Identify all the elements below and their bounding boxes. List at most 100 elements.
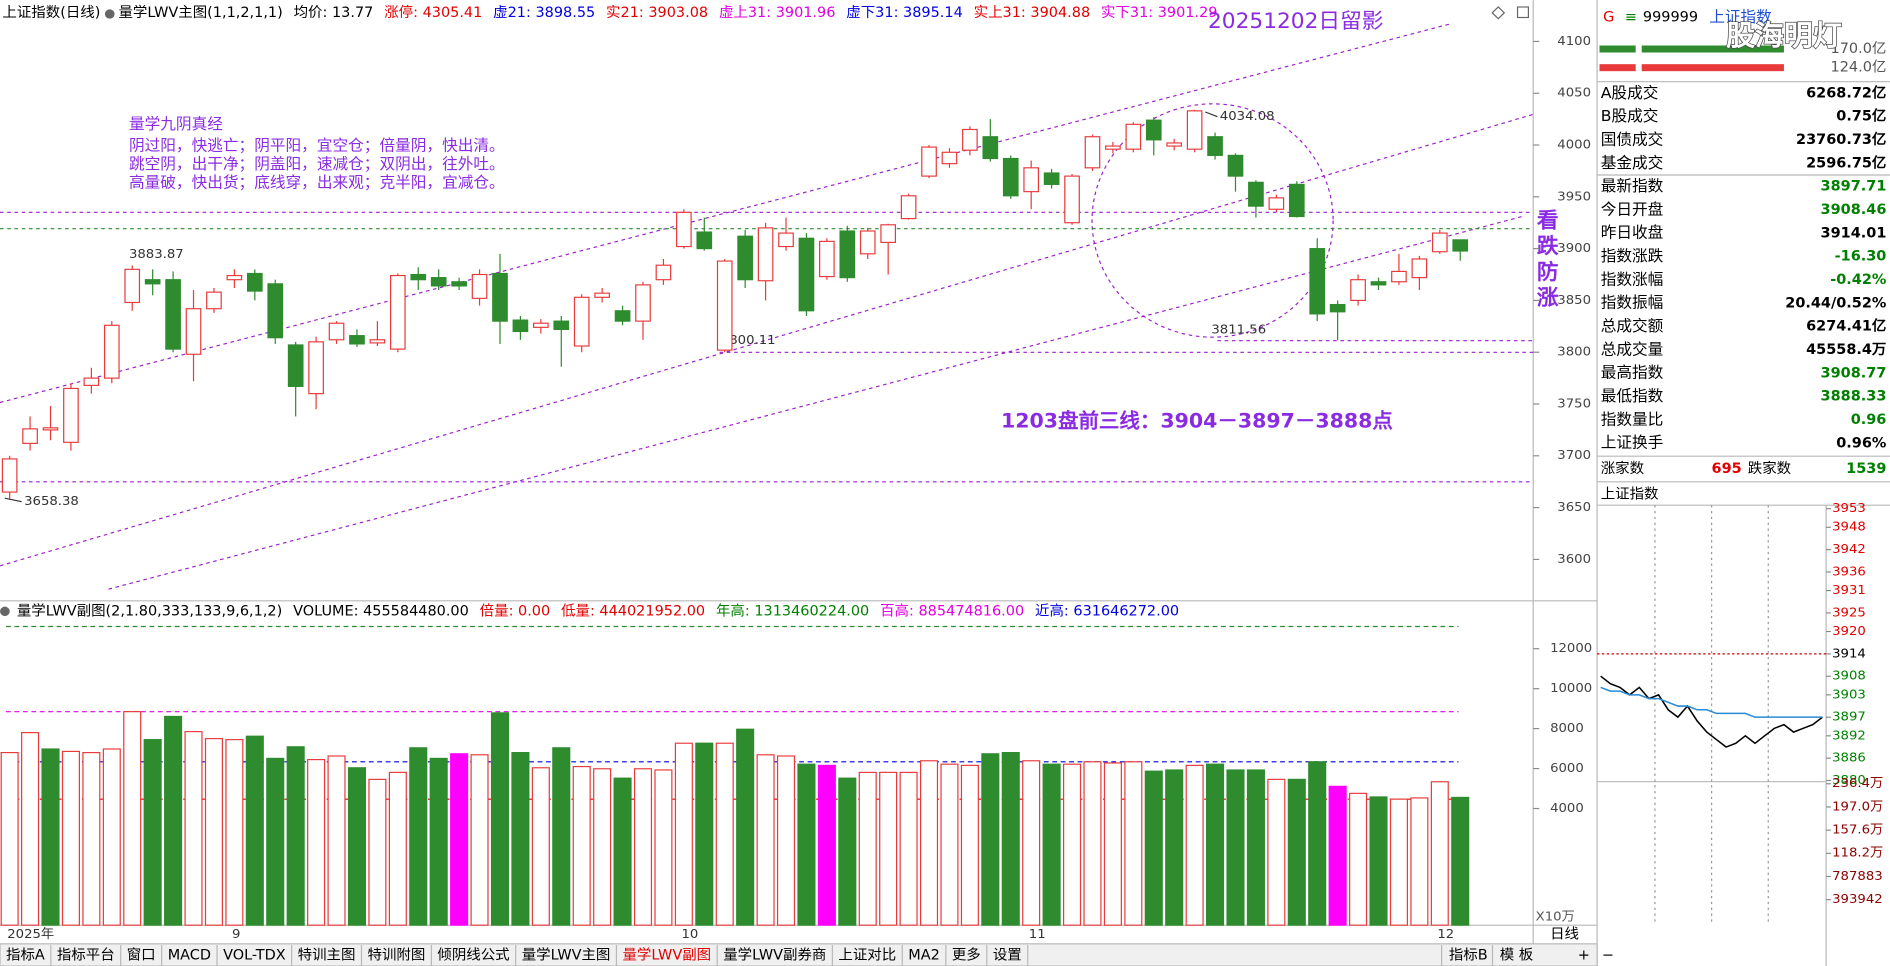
tab[interactable]: 上证对比 xyxy=(838,947,896,964)
candle-body xyxy=(982,136,999,160)
row-name: 最低指数 xyxy=(1601,387,1664,405)
header-item: 量学LWV主图(1,1,2,1,1) xyxy=(118,4,282,21)
icon[interactable] xyxy=(104,9,115,19)
candle-body xyxy=(859,230,876,255)
candle-body xyxy=(1023,167,1040,193)
header-item: VOLUME: 455584480.00 xyxy=(293,603,469,619)
volume-bar xyxy=(919,760,939,926)
tab[interactable]: 量学LWV副券商 xyxy=(723,947,826,964)
tab[interactable]: 倾阴线公式 xyxy=(437,947,509,964)
menu[interactable]: ≡ xyxy=(1625,10,1637,26)
icon[interactable] xyxy=(0,606,10,616)
header-item: 涨停: 4305.41 xyxy=(384,4,482,21)
tab[interactable]: 特训主图 xyxy=(298,947,356,964)
meter xyxy=(1599,64,1636,72)
volume-bar xyxy=(1165,769,1184,926)
tab[interactable]: 设置 xyxy=(993,947,1022,964)
index-name: 上证指数 xyxy=(1709,8,1772,26)
zoom-out[interactable]: − xyxy=(1602,948,1614,964)
tab[interactable]: 量学LWV副图 xyxy=(622,947,711,964)
poem-line: 高量破，快出货；底线穿，出来观；克半阳，宜减仓。 xyxy=(129,174,505,192)
tab[interactable]: 量学LWV主图 xyxy=(522,947,611,964)
breadth-value: 1539 xyxy=(1846,461,1886,477)
y-tick-label: 3908 xyxy=(1832,669,1866,684)
header-item: 虚上31: 3901.96 xyxy=(719,4,835,21)
volume-bar xyxy=(1124,761,1143,926)
breadth-label: 涨家数 xyxy=(1601,460,1644,477)
candle-body xyxy=(635,284,651,322)
candle-body xyxy=(246,272,263,292)
tab[interactable]: 更多 xyxy=(952,947,981,964)
row-value: 0.75亿 xyxy=(1836,107,1886,125)
y-tick-label: 4100 xyxy=(1557,34,1591,49)
y2-tick-label: 236.4万 xyxy=(1832,776,1883,791)
tab[interactable]: 窗口 xyxy=(127,946,156,964)
row-name: 总成交额 xyxy=(1601,317,1664,335)
tab[interactable]: MA2 xyxy=(908,948,940,964)
row-value: 20.44/0.52% xyxy=(1785,295,1886,311)
header-item: 年高: 1313460224.00 xyxy=(716,602,869,619)
y-tick-label: 3650 xyxy=(1557,500,1591,515)
y-tick-label: 4000 xyxy=(1557,138,1591,153)
volume-bar xyxy=(184,731,203,926)
volume-bar xyxy=(164,715,183,926)
zoom-in[interactable]: + xyxy=(1578,948,1590,964)
row-name: A股成交 xyxy=(1601,84,1659,102)
volume-bar xyxy=(490,712,510,926)
icon[interactable] xyxy=(1491,6,1506,20)
meter xyxy=(1599,45,1636,53)
icon[interactable] xyxy=(1516,6,1529,19)
candle-body xyxy=(451,281,467,287)
volume-bar xyxy=(981,753,1000,926)
candle-body xyxy=(1248,181,1264,207)
meter-value: 124.0亿 xyxy=(1831,59,1887,76)
y-tick-label: 3750 xyxy=(1557,397,1591,412)
row-value: 3914.01 xyxy=(1821,225,1887,241)
tab[interactable]: VOL-TDX xyxy=(223,948,286,964)
tab[interactable]: 特训附图 xyxy=(368,947,426,964)
tab[interactable]: MACD xyxy=(168,948,211,964)
y-tick-label: 3953 xyxy=(1832,501,1866,516)
row-value: 3908.46 xyxy=(1821,202,1887,218)
row-value: 6268.72亿 xyxy=(1806,83,1886,101)
header-item: 量学LWV副图(2,1.80,333,133,9,6,1,2) xyxy=(17,602,282,619)
row-value: 45558.4万 xyxy=(1806,341,1886,358)
candle-body xyxy=(594,292,610,298)
x-tick-label: 11 xyxy=(1029,927,1046,942)
volume-bar xyxy=(1226,769,1245,926)
x-tick-label: 12 xyxy=(1437,927,1454,942)
y-tick-label: 8000 xyxy=(1550,721,1584,736)
poem-line: 跳空阴，出干净；阴盖阳，速减仓；双阴出，往外吐。 xyxy=(129,155,505,173)
row-value: -0.42% xyxy=(1830,272,1886,288)
candle-body xyxy=(1166,142,1183,147)
candle-body xyxy=(22,428,38,444)
y-tick-label: 3948 xyxy=(1832,520,1866,535)
tab[interactable]: 模 板 xyxy=(1500,947,1534,964)
volume-bar xyxy=(21,732,40,926)
y2-tick-label: 393942 xyxy=(1832,892,1883,907)
tab[interactable]: 指标B xyxy=(1449,947,1488,964)
pointer xyxy=(1205,111,1218,118)
x-tick-label: 10 xyxy=(681,927,698,942)
breadth-label: 跌家数 xyxy=(1748,460,1791,477)
volume-bar xyxy=(41,748,60,926)
candle-body xyxy=(614,310,631,322)
y-tick-label: 3892 xyxy=(1832,728,1866,743)
candle-body xyxy=(1,458,18,493)
volume-bar xyxy=(736,728,755,926)
header-item: 实上31: 3904.88 xyxy=(974,4,1090,21)
tab[interactable]: 指标A xyxy=(6,947,45,964)
row-name: 最新指数 xyxy=(1601,177,1664,195)
volume-bar xyxy=(1369,796,1388,926)
candle-body xyxy=(900,195,917,220)
volume-bar xyxy=(674,742,693,926)
period-button[interactable]: 日线 xyxy=(1550,926,1579,943)
volume-bar xyxy=(61,750,80,926)
row-value: 3897.71 xyxy=(1821,179,1887,195)
candle-body xyxy=(42,427,59,431)
candle-body xyxy=(103,324,120,379)
tab[interactable]: 指标平台 xyxy=(57,947,115,964)
flag: G xyxy=(1603,10,1614,26)
row-name: 基金成交 xyxy=(1601,154,1664,172)
